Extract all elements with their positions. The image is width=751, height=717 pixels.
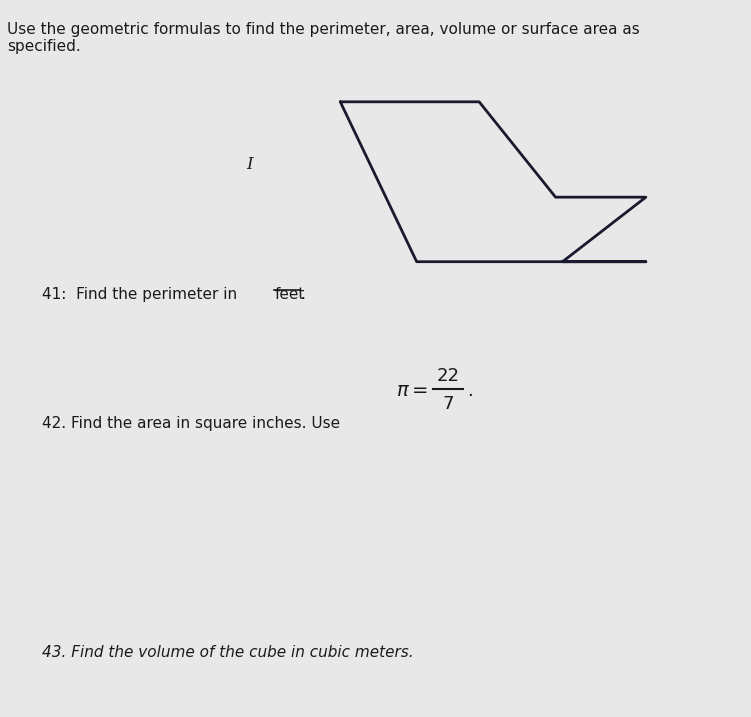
Text: 43. Find the volume of the cube in cubic meters.: 43. Find the volume of the cube in cubic…: [41, 645, 413, 660]
Text: I: I: [246, 156, 253, 174]
Text: 42. Find the area in square inches. Use: 42. Find the area in square inches. Use: [41, 416, 339, 431]
Text: $\pi = $: $\pi = $: [396, 381, 428, 400]
Text: 41:  Find the perimeter in: 41: Find the perimeter in: [41, 287, 242, 302]
Text: .: .: [467, 381, 473, 400]
Text: 7: 7: [442, 395, 454, 414]
Text: 22: 22: [436, 366, 460, 385]
Text: feet: feet: [274, 287, 305, 302]
Text: Use the geometric formulas to find the perimeter, area, volume or surface area a: Use the geometric formulas to find the p…: [7, 22, 640, 54]
Text: .: .: [300, 287, 305, 302]
